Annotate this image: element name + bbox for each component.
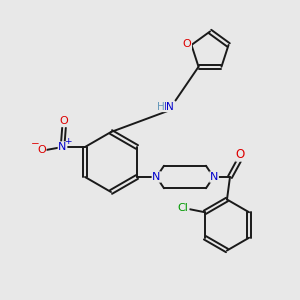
Text: H: H [157, 101, 165, 112]
Text: O: O [183, 39, 191, 50]
Text: N: N [210, 172, 218, 182]
Text: N: N [166, 101, 174, 112]
Text: N: N [58, 142, 67, 152]
Text: Cl: Cl [178, 203, 189, 213]
Text: O: O [60, 116, 68, 127]
Text: +: + [64, 137, 72, 146]
Text: −: − [31, 139, 40, 149]
Text: O: O [37, 145, 46, 155]
Text: HN: HN [159, 101, 174, 112]
Text: O: O [236, 148, 245, 161]
Text: N: N [152, 172, 161, 182]
